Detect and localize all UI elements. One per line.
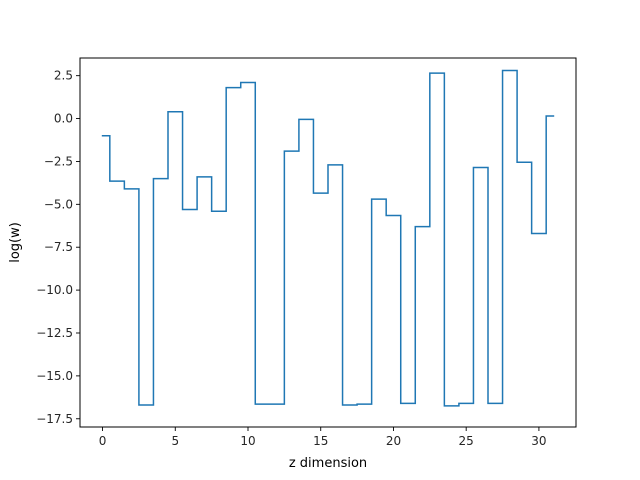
x-axis-ticks: 0 5 10 15 20 25 30 [99,427,547,448]
series-line [101,69,555,407]
y-tick-label: 0.0 [54,112,73,126]
x-tick-label: 5 [171,434,179,448]
plot-frame [79,57,577,428]
y-tick-label: −7.5 [44,240,73,254]
y-tick-label: −15.0 [36,369,73,383]
x-tick-label: 15 [313,434,328,448]
y-tick-label: −2.5 [44,154,73,168]
series-group [101,69,555,407]
y-axis-label: log(w) [8,222,23,263]
y-tick-label: −5.0 [44,197,73,211]
x-tick-label: 0 [99,434,107,448]
x-axis-label: z dimension [289,456,367,471]
y-tick-label: −12.5 [36,326,73,340]
y-axis-ticks: −17.5 −15.0 −12.5 −10.0 −7.5 −5.0 −2.5 0.0 2.5 [36,69,80,426]
x-tick-label: 10 [240,434,255,448]
y-tick-label: −17.5 [36,412,73,426]
x-tick-label: 30 [531,434,546,448]
x-tick-label: 25 [459,434,474,448]
y-tick-label: −10.0 [36,283,73,297]
y-tick-label: 2.5 [54,69,73,83]
x-tick-label: 20 [386,434,401,448]
